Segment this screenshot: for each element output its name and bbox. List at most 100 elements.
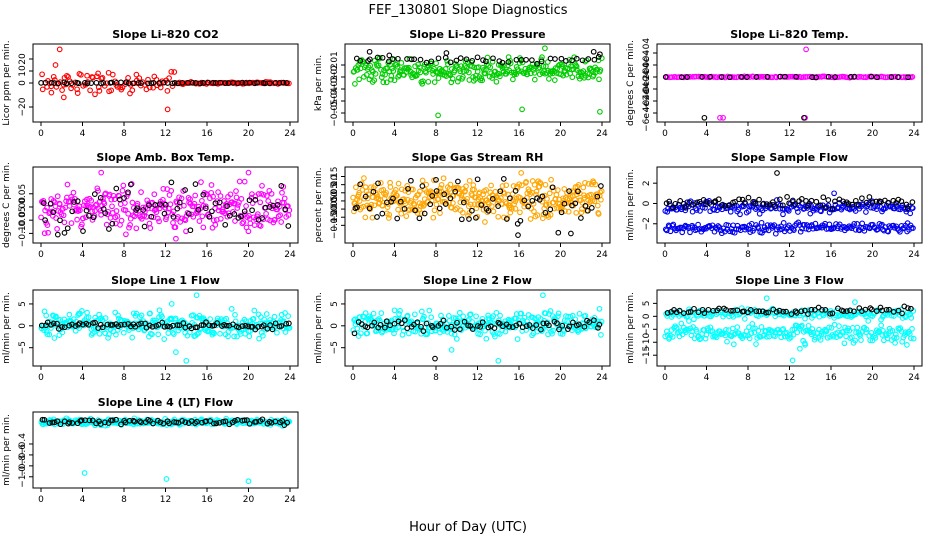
data-point: [169, 80, 176, 87]
data-point: [895, 74, 901, 81]
data-point: [579, 200, 586, 206]
data-point: [664, 310, 671, 316]
data-point: [910, 225, 916, 231]
data-point: [358, 330, 364, 337]
data-point: [246, 420, 253, 427]
data-point: [785, 208, 792, 214]
data-point: [136, 418, 143, 425]
x-tick-label: 16: [825, 373, 837, 383]
data-point: [556, 326, 562, 333]
data-point: [48, 89, 55, 96]
data-point: [748, 330, 755, 337]
data-point: [199, 213, 206, 220]
data-point: [793, 73, 799, 80]
data-point: [702, 205, 708, 211]
data-point: [492, 188, 499, 195]
y-axis-label: kPa per min.: [314, 55, 324, 111]
data-point: [691, 305, 697, 312]
data-points: [662, 295, 917, 364]
data-point: [695, 312, 702, 319]
data-point: [446, 317, 453, 324]
data-point: [101, 200, 108, 207]
data-point: [173, 419, 180, 426]
data-point: [582, 312, 589, 319]
data-point: [109, 322, 116, 328]
data-point: [179, 418, 186, 424]
data-point: [480, 57, 486, 63]
data-point: [94, 185, 101, 192]
data-points: [350, 170, 605, 238]
data-point: [87, 87, 93, 94]
chart-panel-4: Slope Amb. Box Temp. degrees C per min. 0 4…: [2, 151, 299, 260]
data-point: [876, 307, 883, 314]
x-axis: 0 4 8 12 16 20 24: [662, 243, 920, 260]
data-point: [677, 198, 684, 204]
data-points: [38, 415, 293, 485]
data-point: [453, 57, 460, 64]
figure-title: FEF_130801 Slope Diagnostics: [368, 3, 567, 18]
data-point: [145, 76, 151, 83]
data-point: [245, 478, 252, 485]
data-point: [722, 203, 729, 209]
x-tick-label: 8: [433, 250, 439, 260]
x-tick-label: 24: [908, 373, 920, 383]
data-point: [474, 213, 481, 220]
data-point: [890, 309, 897, 315]
data-point: [711, 207, 718, 213]
data-point: [595, 324, 601, 331]
data-point: [242, 322, 249, 329]
data-point: [195, 329, 202, 336]
y-tick-label: 2e−04: [642, 50, 652, 81]
y-axis-label: ml/min per min.: [626, 169, 636, 241]
data-point: [405, 189, 412, 195]
data-point: [466, 69, 472, 76]
data-point: [127, 222, 133, 228]
data-point: [700, 197, 707, 203]
data-point: [509, 206, 515, 212]
data-point: [240, 219, 247, 225]
y-tick-label: −5: [642, 323, 652, 336]
data-point: [114, 213, 121, 219]
data-point: [380, 79, 387, 86]
series-secondary: [662, 73, 911, 121]
data-point: [269, 326, 276, 333]
data-point: [905, 305, 911, 311]
data-point: [736, 196, 742, 203]
data-point: [123, 231, 129, 238]
data-point: [828, 74, 835, 80]
data-point: [241, 178, 248, 185]
data-point: [59, 329, 66, 336]
data-point: [398, 60, 405, 66]
data-point: [214, 320, 220, 326]
data-point: [859, 195, 865, 202]
data-point: [127, 181, 134, 188]
data-point: [431, 79, 438, 85]
data-point: [588, 205, 595, 211]
data-point: [707, 73, 714, 80]
y-tick-label: 2: [642, 180, 652, 186]
data-point: [580, 184, 587, 191]
data-point: [49, 419, 56, 426]
data-point: [817, 337, 824, 343]
data-point: [773, 74, 780, 81]
data-point: [481, 67, 487, 73]
data-point: [278, 183, 285, 189]
data-point: [530, 200, 537, 207]
data-point: [171, 69, 178, 75]
data-point: [531, 76, 538, 83]
data-point: [555, 62, 562, 69]
x-tick-label: 16: [825, 129, 837, 139]
data-point: [891, 224, 898, 231]
data-point: [584, 207, 591, 214]
data-point: [490, 208, 497, 215]
data-point: [799, 322, 805, 329]
series-secondary: [38, 319, 292, 333]
data-point: [858, 337, 864, 343]
data-point: [496, 70, 502, 77]
data-point: [118, 322, 124, 328]
data-point: [449, 75, 456, 82]
y-tick-label: 5: [642, 301, 652, 307]
data-point: [96, 198, 103, 205]
data-point: [267, 322, 273, 328]
series-secondary: [353, 48, 603, 67]
